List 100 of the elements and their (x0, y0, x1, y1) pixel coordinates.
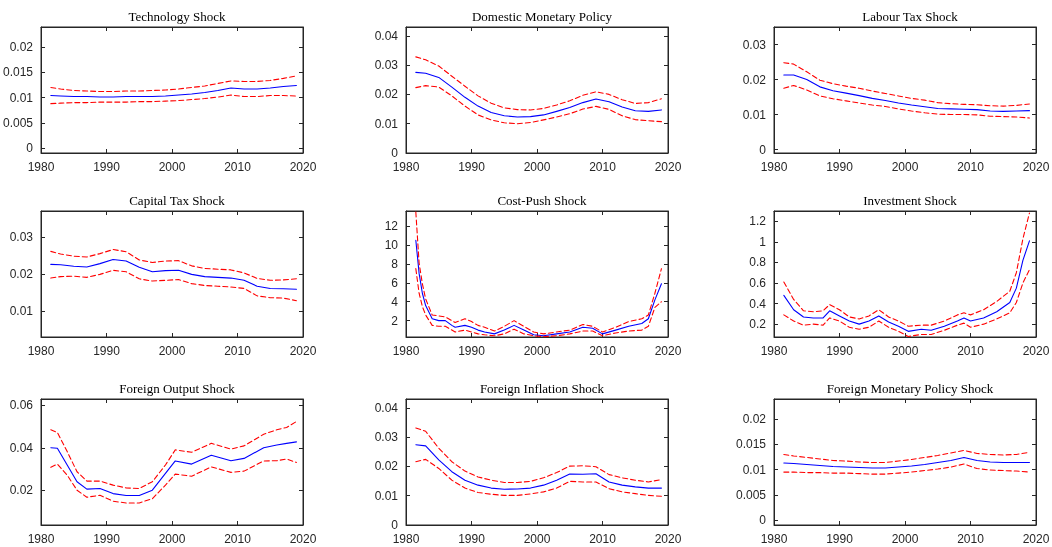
x-tick-label: 2000 (158, 532, 186, 546)
y-tick-label: 0.06 (9, 398, 34, 413)
x-tick-label: 1980 (760, 532, 788, 546)
x-tick-label: 2000 (523, 344, 551, 358)
x-tick-label: 2000 (158, 344, 186, 358)
y-tick-label: 0.015 (736, 437, 767, 452)
x-tick-label: 2000 (523, 160, 551, 174)
y-tick-label: 0.01 (374, 488, 399, 503)
line-series (415, 71, 662, 118)
x-tick-label: 1980 (392, 344, 420, 358)
x-tick-label: 2000 (891, 160, 919, 174)
chart-title: Foreign Inflation Shock (479, 381, 605, 396)
x-tick-label: 2020 (289, 532, 317, 546)
y-tick-label: 2 (391, 313, 399, 328)
x-tick-label: 1980 (392, 160, 420, 174)
y-tick-label: 1.2 (749, 214, 767, 229)
line-series (783, 240, 1030, 332)
x-tick-label: 2000 (523, 532, 551, 546)
x-tick-label: 2000 (891, 344, 919, 358)
y-tick-label: 8 (391, 256, 399, 271)
x-tick-label: 2010 (957, 532, 985, 546)
y-tick-label: 0.01 (742, 107, 767, 122)
x-tick-label: 2020 (654, 160, 682, 174)
line-series (50, 94, 297, 105)
x-tick-label: 2000 (891, 532, 919, 546)
chart-title: Domestic Monetary Policy (471, 9, 613, 24)
y-tick-label: 0.4 (749, 296, 767, 311)
x-tick-label: 1980 (760, 344, 788, 358)
chart-title: Labour Tax Shock (862, 9, 959, 24)
x-tick-label: 2010 (957, 344, 985, 358)
y-tick-label: 1 (759, 234, 767, 249)
x-tick-label: 2010 (224, 344, 252, 358)
y-tick-label: 0.02 (9, 267, 34, 281)
x-tick-label: 1980 (27, 532, 55, 546)
line-series (50, 441, 297, 497)
line-series (415, 239, 662, 337)
line-series (783, 84, 1030, 119)
x-tick-label: 1990 (826, 344, 854, 358)
x-tick-label: 2020 (654, 344, 682, 358)
line-series (50, 84, 297, 98)
x-tick-label: 2010 (224, 160, 252, 174)
y-tick-label: 0 (26, 140, 34, 155)
y-tick-label: 0 (391, 518, 399, 532)
line-series (50, 248, 297, 281)
y-tick-label: 0.04 (374, 28, 399, 43)
x-tick-label: 1990 (93, 344, 121, 358)
line-series (415, 458, 662, 497)
x-tick-label: 2010 (589, 344, 617, 358)
x-tick-label: 2020 (1022, 344, 1050, 358)
y-tick-label: 0.02 (9, 40, 34, 55)
line-series (50, 75, 297, 93)
y-tick-label: 0.02 (9, 483, 34, 498)
chart-title: Technology Shock (128, 9, 226, 24)
y-tick-label: 0.02 (374, 459, 399, 474)
x-tick-label: 2010 (957, 160, 985, 174)
x-tick-label: 1980 (27, 160, 55, 174)
y-tick-label: 0 (759, 142, 767, 157)
chart-title: Investment Shock (863, 193, 958, 208)
line-series (50, 269, 297, 302)
y-tick-label: 0.2 (749, 317, 767, 332)
y-tick-label: 0.005 (736, 487, 767, 502)
y-tick-label: 0.015 (3, 65, 34, 80)
chart-title: Cost-Push Shock (497, 193, 588, 208)
line-series (50, 420, 297, 490)
y-tick-label: 0.6 (749, 276, 767, 290)
x-tick-label: 2020 (654, 532, 682, 546)
y-tick-label: 0 (759, 512, 767, 527)
y-tick-label: 0.03 (374, 430, 399, 445)
y-tick-label: 0.03 (742, 37, 767, 52)
x-tick-label: 1990 (458, 532, 486, 546)
y-tick-label: 0.02 (742, 412, 767, 427)
x-tick-label: 1990 (93, 532, 121, 546)
line-series (415, 427, 662, 484)
line-series (50, 259, 297, 290)
x-tick-label: 2000 (158, 160, 186, 174)
x-tick-label: 1980 (760, 160, 788, 174)
line-series (783, 463, 1030, 475)
y-tick-label: 0.02 (374, 87, 399, 102)
y-tick-label: 0.005 (3, 115, 34, 130)
y-tick-label: 0.01 (374, 116, 399, 131)
y-tick-label: 4 (391, 294, 399, 309)
chart-title: Foreign Monetary Policy Shock (826, 381, 994, 396)
y-tick-label: 6 (391, 275, 399, 290)
line-series (415, 56, 662, 111)
x-tick-label: 1990 (826, 532, 854, 546)
x-tick-label: 1990 (93, 160, 121, 174)
x-tick-label: 1980 (392, 532, 420, 546)
y-tick-label: 0.04 (374, 400, 399, 415)
y-tick-label: 0.02 (742, 72, 767, 87)
x-tick-label: 1980 (27, 344, 55, 358)
line-series (783, 74, 1030, 112)
line-series (783, 212, 1030, 327)
line-series (783, 62, 1030, 107)
x-tick-label: 2010 (589, 532, 617, 546)
chart-title: Capital Tax Shock (129, 193, 226, 208)
x-tick-label: 2020 (1022, 532, 1050, 546)
chart-title: Foreign Output Shock (119, 381, 236, 396)
y-tick-label: 0.01 (9, 304, 34, 319)
y-tick-label: 12 (384, 219, 399, 234)
line-series (783, 449, 1030, 464)
